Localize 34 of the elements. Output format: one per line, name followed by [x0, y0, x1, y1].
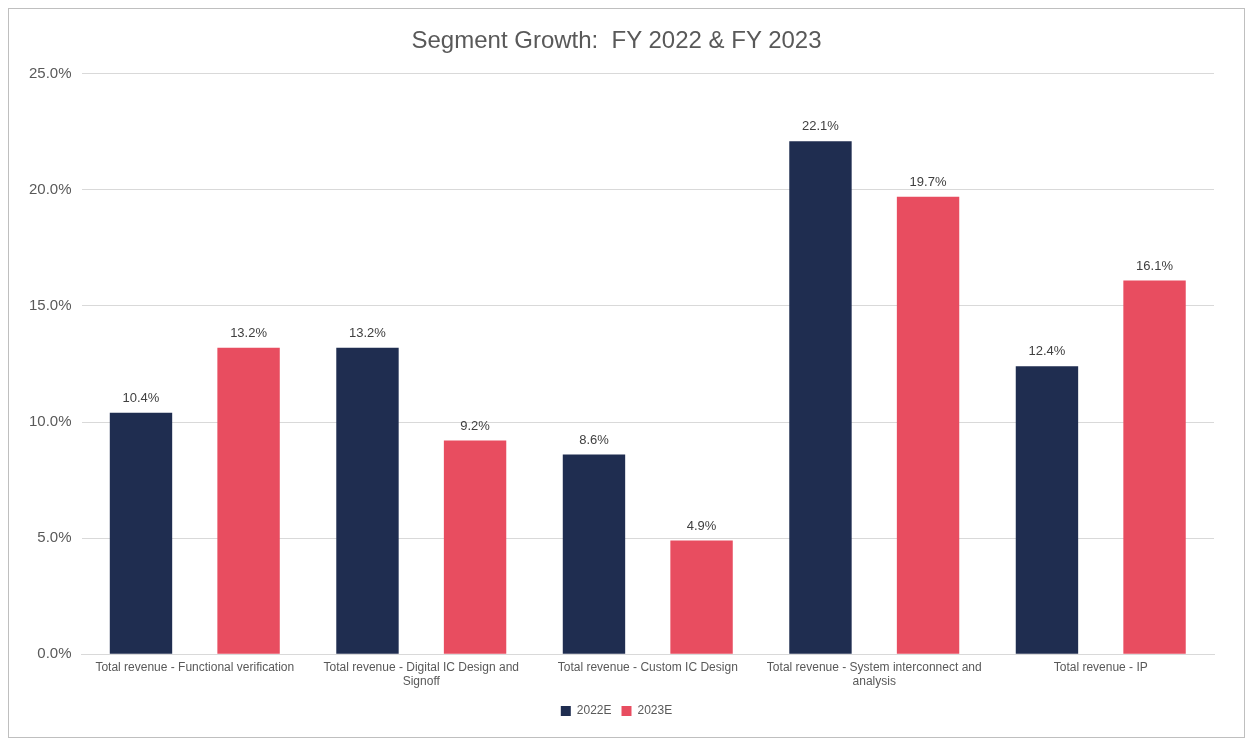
bar: [336, 347, 399, 654]
legend-label: 2022E: [576, 703, 612, 718]
x-tick-label: Total revenue - Digital IC Design and Signoff: [323, 659, 519, 689]
y-tick-label: 0.0%: [37, 644, 72, 662]
y-tick-label: 5.0%: [37, 528, 72, 546]
y-tick-label: 25.0%: [28, 63, 72, 81]
data-label: 13.2%: [349, 324, 387, 340]
data-label: 13.2%: [230, 324, 268, 340]
chart-title: Segment Growth: FY 2022 & FY 2023: [411, 26, 822, 54]
y-tick-label: 15.0%: [28, 296, 72, 314]
x-tick-label: Total revenue - System interconnect and analysis: [766, 659, 982, 689]
bar: [443, 440, 507, 654]
bar: [562, 454, 626, 654]
bar: [1123, 280, 1186, 654]
bar: [896, 196, 960, 654]
legend-label: 2023E: [637, 703, 673, 718]
x-tick-label: Total revenue - IP: [1053, 659, 1148, 674]
data-label: 19.7%: [909, 173, 947, 189]
x-tick-label: Total revenue - Functional verification: [95, 659, 295, 674]
data-label: 9.2%: [460, 417, 491, 433]
data-label: 16.1%: [1136, 257, 1174, 273]
x-tick-label: Total revenue - Custom IC Design: [557, 659, 738, 674]
data-label: 4.9%: [686, 517, 717, 533]
bar: [1015, 366, 1079, 654]
data-label: 10.4%: [122, 389, 160, 405]
data-label: 12.4%: [1028, 343, 1066, 359]
y-tick-label: 10.0%: [28, 412, 72, 430]
y-tick-label: 20.0%: [28, 180, 72, 198]
bar: [217, 347, 280, 654]
bar: [670, 540, 733, 654]
data-label: 8.6%: [579, 431, 610, 447]
bar: [109, 412, 173, 654]
data-label: 22.1%: [802, 118, 840, 134]
bar: [789, 141, 852, 654]
